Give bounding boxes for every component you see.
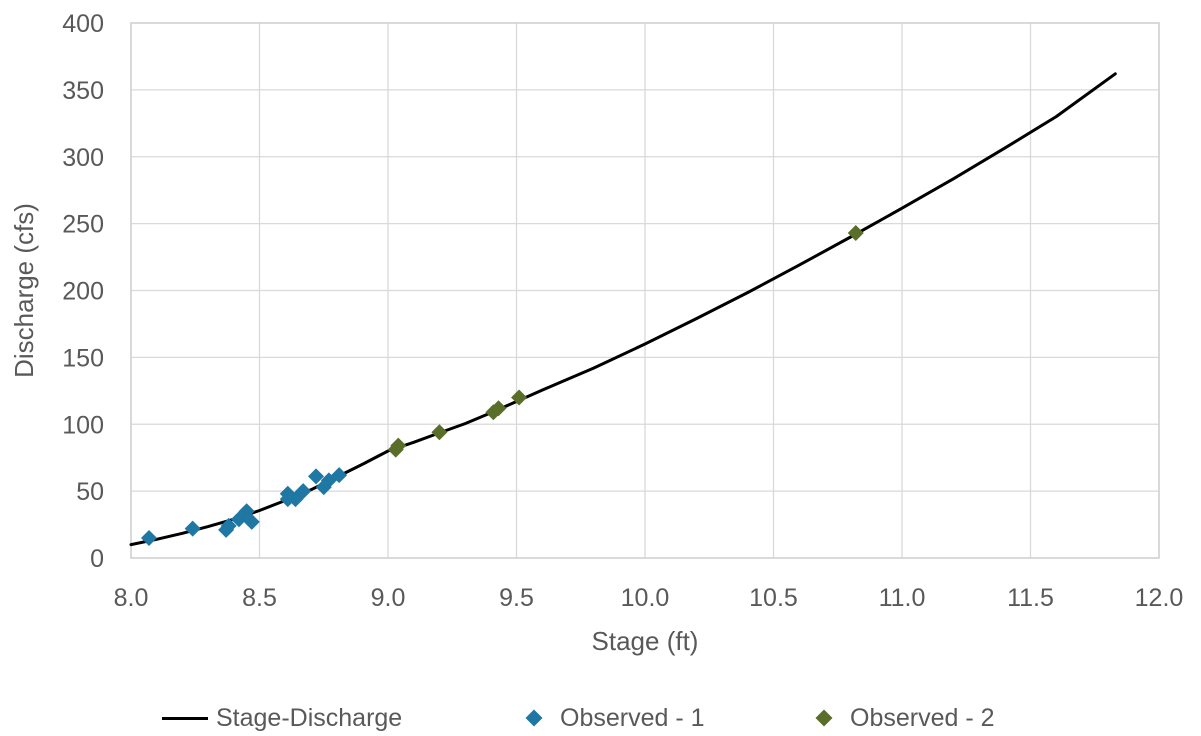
y-tick-label: 100: [62, 411, 104, 439]
x-tick-label: 10.5: [749, 584, 798, 612]
series-observed-1: [140, 467, 348, 546]
data-point-marker: [140, 529, 157, 546]
y-tick-label: 150: [62, 344, 104, 372]
x-tick-label: 9.0: [371, 584, 406, 612]
legend-label-observed-2: Observed - 2: [850, 703, 995, 732]
x-tick-label: 12.0: [1135, 584, 1184, 612]
x-tick-label: 8.0: [114, 584, 149, 612]
legend-item-observed-2: Observed - 2: [814, 700, 995, 736]
y-tick-label: 200: [62, 278, 104, 306]
legend-item-observed-1: Observed - 1: [524, 700, 705, 736]
y-tick-label: 350: [62, 77, 104, 105]
x-tick-label: 11.0: [879, 584, 926, 612]
data-point-marker: [511, 389, 528, 406]
series-line-stage-discharge: [129, 72, 1117, 547]
data-point-marker: [431, 424, 448, 441]
y-tick-label: 400: [62, 10, 104, 38]
x-tick-label: 8.5: [242, 584, 277, 612]
data-point-marker: [295, 483, 312, 500]
x-tick-label: 11.5: [1007, 584, 1054, 612]
x-axis-title: Stage (ft): [592, 626, 699, 656]
legend-diamond-marker: [815, 709, 833, 727]
data-point-marker: [308, 468, 325, 485]
y-tick-label: 0: [90, 545, 104, 573]
legend-label-stage-discharge: Stage-Discharge: [216, 703, 403, 732]
data-point-marker: [847, 224, 864, 241]
data-point-marker: [490, 400, 507, 417]
plot-area-border: [130, 22, 1160, 559]
legend-diamond-marker: [525, 709, 543, 727]
y-tick-label: 250: [62, 211, 104, 239]
legend-line-swatch: [162, 716, 208, 720]
legend: Stage-Discharge Observed - 1 Observed - …: [0, 700, 1201, 736]
gridlines: [130, 22, 1160, 559]
data-point-marker: [243, 513, 260, 530]
series-observed-2: [387, 224, 864, 458]
y-tick-label: 300: [62, 144, 104, 172]
y-tick-label: 50: [76, 478, 104, 506]
series-layer: [129, 72, 1117, 547]
data-point-marker: [390, 437, 407, 454]
data-point-marker: [184, 520, 201, 537]
data-point-marker: [331, 467, 348, 484]
stage-discharge-chart: 8.0 8.5 9.0 9.5 10.0 10.5 11.0 11.5 12.0 0 50 100 1…: [9, 10, 1184, 656]
legend-label-observed-1: Observed - 1: [560, 703, 705, 732]
legend-item-stage-discharge: Stage-Discharge: [162, 700, 402, 736]
y-axis-title: Discharge (cfs): [9, 203, 39, 378]
x-tick-label: 9.5: [499, 584, 534, 612]
x-axis-tick-labels: 8.0 8.5 9.0 9.5 10.0 10.5 11.0 11.5 12.0: [114, 584, 1184, 612]
y-axis-tick-labels: 0 50 100 150 200 250 300 350 400: [62, 10, 104, 573]
data-point-marker: [220, 517, 237, 534]
x-tick-label: 10.0: [621, 584, 670, 612]
